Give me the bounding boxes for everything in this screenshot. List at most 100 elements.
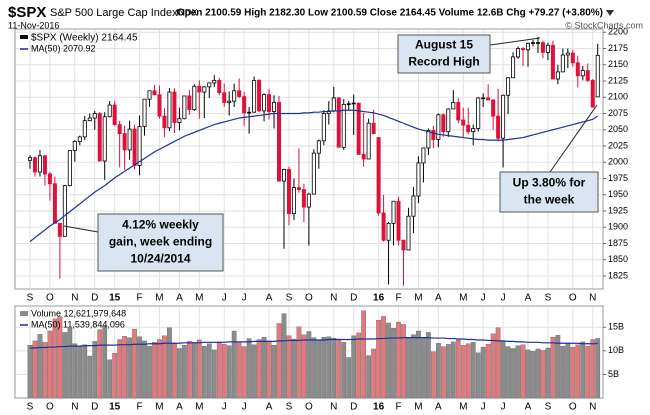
volume-bar: [316, 340, 322, 399]
candle-body: [361, 154, 366, 160]
volume-bar: [147, 345, 152, 399]
x-tick-label: M: [414, 293, 422, 304]
candle-body: [381, 212, 386, 241]
candle-body: [506, 77, 511, 96]
x-tick-label: J: [501, 402, 506, 413]
candle-body: [595, 54, 600, 98]
volume-bar: [421, 337, 426, 399]
candle-body: [451, 102, 456, 110]
candle-body: [42, 155, 47, 175]
candle-body: [87, 117, 92, 122]
volume-bar: [286, 335, 292, 399]
candle-body: [575, 62, 580, 77]
volume-bar: [67, 328, 73, 399]
candle-body: [127, 128, 132, 151]
candle-body: [177, 118, 182, 123]
candle-body: [147, 90, 152, 100]
volume-bar: [540, 350, 546, 399]
x-tick-label: M: [195, 293, 203, 304]
candle-body: [192, 85, 197, 110]
ma-line: [30, 337, 598, 349]
candle-body: [346, 103, 351, 105]
candle-body: [197, 85, 202, 93]
candle-body: [540, 42, 545, 53]
volume-bar: [187, 341, 192, 399]
volume-bar: [72, 343, 78, 399]
volume-bar: [196, 339, 202, 399]
candle-body: [82, 120, 87, 138]
x-tick-label: J: [481, 293, 486, 304]
annotation-arrow: [489, 37, 541, 46]
x-tick-label: S: [545, 402, 552, 413]
annotation-text: 10/24/2014: [130, 252, 190, 266]
x-tick-label: F: [137, 293, 143, 304]
candle-body: [296, 187, 301, 190]
candle-body: [172, 91, 177, 124]
x-tick-label: S: [27, 293, 34, 304]
volume-bar: [520, 344, 526, 399]
candle-body: [550, 44, 555, 80]
annotation-text: gain, week ending: [109, 235, 212, 249]
candle-body: [321, 113, 326, 142]
candle-body: [516, 48, 521, 58]
candle-body: [466, 124, 471, 133]
volume-bar: [87, 355, 93, 399]
volume-bar: [386, 322, 391, 399]
volume-bar: [460, 345, 466, 399]
volume-bar: [336, 338, 342, 399]
credit: © StockCharts.com: [565, 20, 643, 30]
y-tick-label: 2050: [608, 124, 628, 134]
y-tick-label: 1975: [608, 173, 628, 183]
candle-body: [222, 92, 227, 103]
candle-body: [117, 124, 122, 135]
candle-body: [371, 122, 376, 135]
volume-bar: [445, 344, 451, 399]
candle-body: [471, 128, 476, 133]
candle-body: [590, 79, 595, 108]
ma-line: [29, 109, 599, 243]
x-tick-label: D: [91, 293, 98, 304]
candle-body: [545, 44, 550, 53]
candle-body: [351, 102, 356, 105]
volume-bar: [321, 336, 327, 399]
candle-body: [560, 54, 565, 73]
volume-bar: [436, 343, 441, 399]
candle-body: [272, 102, 277, 112]
candle-body: [137, 126, 142, 166]
x-tick-label: N: [589, 402, 596, 413]
volume-bar: [391, 328, 396, 399]
annotation-box: [499, 171, 599, 213]
candle-body: [311, 152, 316, 195]
y-tick-label: 2125: [608, 75, 628, 85]
volume-bar: [216, 341, 222, 399]
y-tick-label: 10B: [608, 345, 624, 355]
menu-arrow: [606, 10, 614, 16]
annotation-text: 4.12% weekly: [122, 218, 199, 232]
volume-bar: [261, 336, 267, 399]
candle-body: [187, 95, 192, 110]
volume-bar: [301, 334, 307, 399]
volume-bar: [570, 346, 576, 399]
volume-bar: [32, 340, 38, 399]
volume-bar: [401, 324, 406, 399]
legend-label: $SPX (Weekly) 2164.45: [31, 33, 138, 44]
candle-body: [411, 195, 416, 217]
exchange: INDX: [176, 7, 198, 17]
x-tick-label: J: [481, 402, 486, 413]
volume-bar: [82, 344, 88, 399]
volume-bar: [167, 327, 172, 399]
annotation-text: August 15: [415, 38, 473, 52]
candle-body: [182, 95, 187, 120]
candle-body: [441, 114, 446, 133]
volume-bar: [241, 346, 247, 399]
candle-body: [281, 168, 286, 182]
volume-bar: [366, 355, 371, 399]
volume-bar: [485, 344, 491, 399]
candle-body: [52, 183, 57, 224]
y-tick-label: 5B: [608, 369, 619, 379]
legend-label: MA(50) 2070.92: [31, 43, 96, 53]
volume-bar: [326, 336, 332, 399]
x-tick-label: 16: [373, 402, 385, 413]
volume-bar: [112, 353, 118, 399]
volume-bar: [440, 346, 446, 399]
